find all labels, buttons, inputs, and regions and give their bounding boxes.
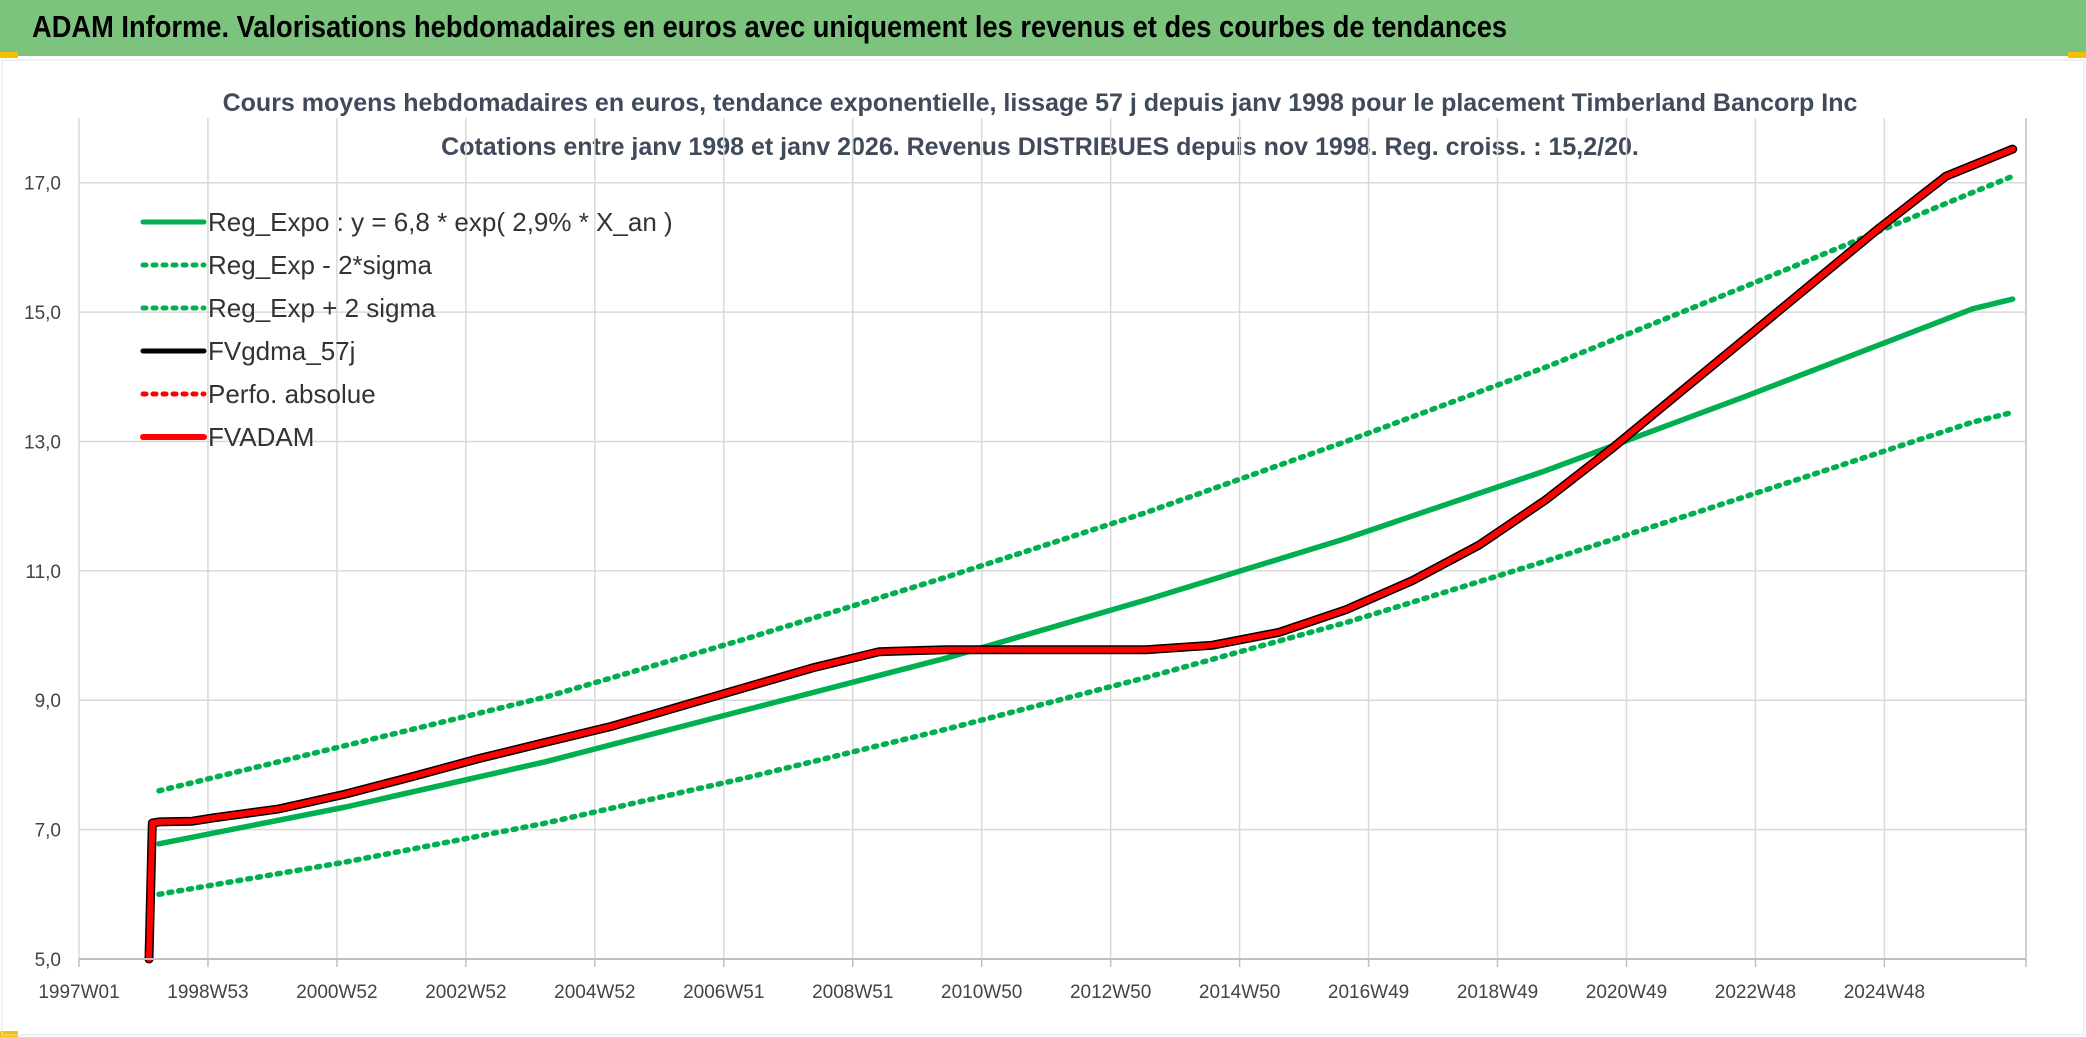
x-tick-label: 2010W50	[941, 982, 1022, 1003]
legend: Reg_Expo : y = 6,8 * exp( 2,9% * X_an ) R…	[140, 207, 673, 452]
chart-title-line1: Cours moyens hebdomadaires en euros, ten…	[223, 89, 1858, 117]
legend-label-3: FVgdma_57j	[208, 336, 355, 366]
legend-label-2: Reg_Exp + 2 sigma	[208, 293, 436, 323]
x-tick-label: 2002W52	[425, 982, 506, 1003]
chart-border	[1, 59, 2085, 1036]
x-tick-label: 2014W50	[1199, 982, 1280, 1003]
corner-marker-left	[0, 52, 18, 58]
corner-marker-bottom-left	[0, 1031, 18, 1037]
x-tick-label: 1998W53	[167, 982, 248, 1003]
y-tick-label: 15,0	[24, 303, 61, 324]
x-tick-label: 2000W52	[296, 982, 377, 1003]
y-tick-label: 9,0	[35, 691, 61, 712]
x-tick-label: 2006W51	[683, 982, 764, 1003]
series-line-1	[156, 409, 2016, 898]
x-tick-label: 2004W52	[554, 982, 635, 1003]
x-tick-label: 2018W49	[1457, 982, 1538, 1003]
series-line-0	[156, 296, 2016, 847]
y-tick-label: 13,0	[24, 432, 61, 453]
corner-marker-right	[2068, 52, 2086, 58]
gridlines	[78, 118, 2026, 960]
chart-title-line2: Cotations entre janv 1998 et janv 2026. …	[441, 133, 1639, 161]
x-tick-label: 2024W48	[1844, 982, 1925, 1003]
x-tick-label: 1997W01	[38, 982, 119, 1003]
x-tick-label: 2022W48	[1715, 982, 1796, 1003]
legend-label-5: FVADAM	[208, 422, 314, 452]
x-tick-label: 2020W49	[1586, 982, 1667, 1003]
legend-label-4: Perfo. absolue	[208, 379, 376, 409]
report-title: ADAM Informe. Valorisations hebdomadaire…	[32, 9, 1508, 44]
series-line-2	[156, 173, 2016, 794]
y-tick-label: 7,0	[35, 821, 61, 842]
x-tick-label: 2016W49	[1328, 982, 1409, 1003]
series-lines	[144, 144, 2018, 964]
axes: 5,0 7,0 9,0 11,0 13,0 15,0 17,0 1997W01 1998W53 2…	[24, 118, 2027, 1003]
y-tick-label: 17,0	[24, 174, 61, 195]
y-tick-label: 5,0	[35, 950, 61, 971]
x-tick-label: 2012W50	[1070, 982, 1151, 1003]
legend-label-1: Reg_Exp - 2*sigma	[208, 250, 433, 280]
x-tick-label: 2008W51	[812, 982, 893, 1003]
legend-label-0: Reg_Expo : y = 6,8 * exp( 2,9% * X_an )	[208, 207, 673, 237]
y-tick-label: 11,0	[25, 562, 61, 583]
report-banner: ADAM Informe. Valorisations hebdomadaire…	[0, 0, 2086, 59]
series-line-5	[146, 146, 2016, 962]
